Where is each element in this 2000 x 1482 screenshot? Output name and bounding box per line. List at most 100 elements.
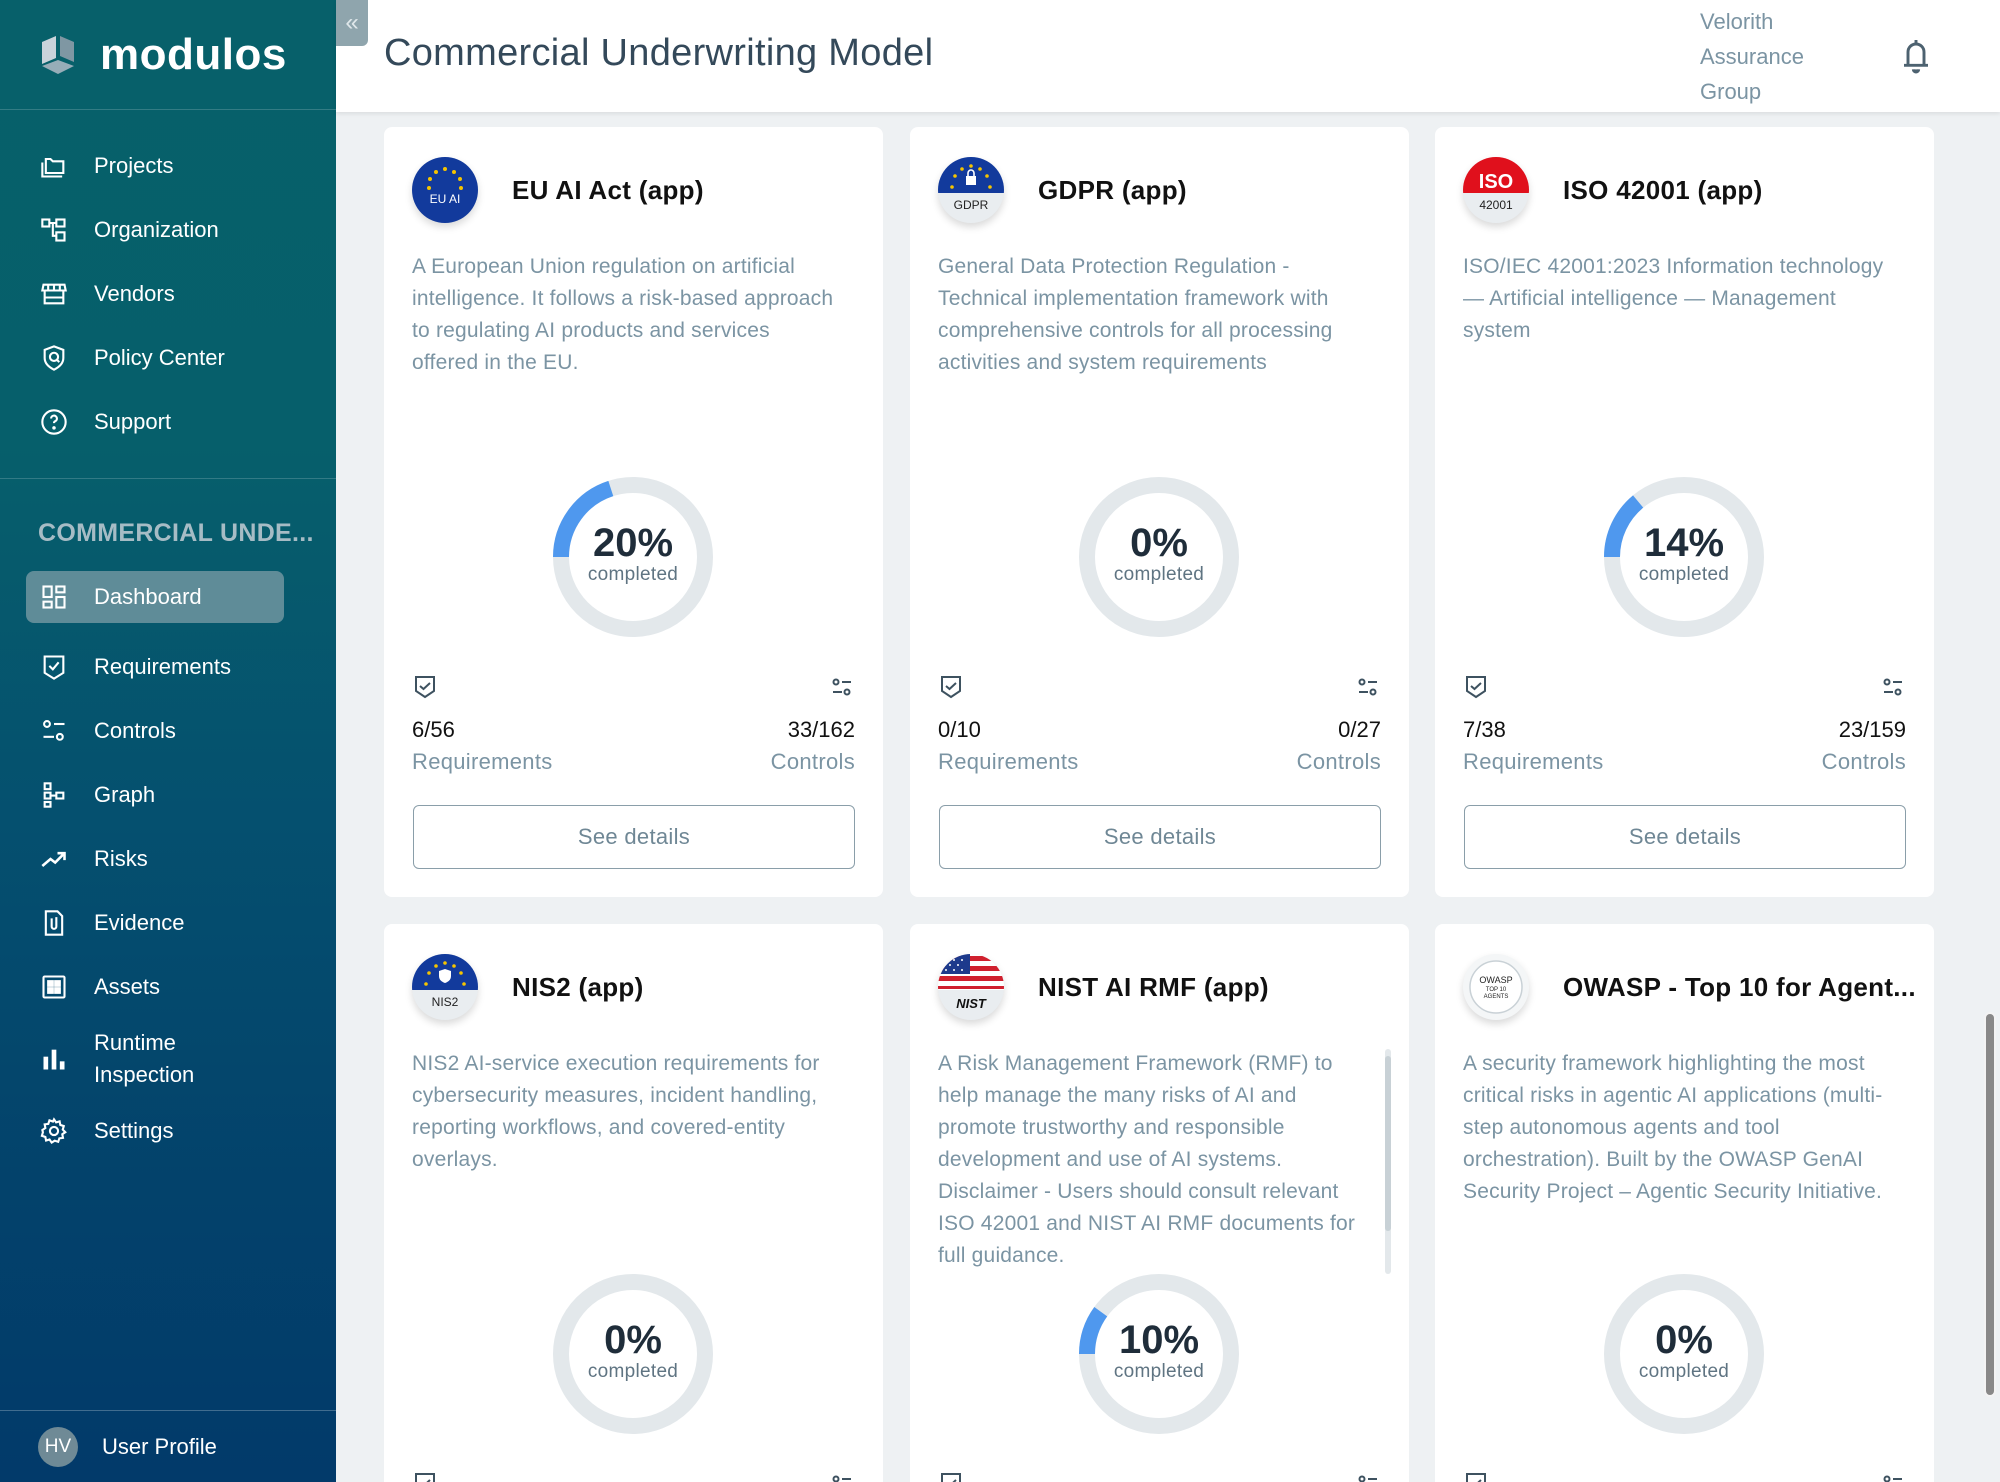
framework-description: General Data Protection Regulation - Tec… <box>938 255 1333 374</box>
organization-name[interactable]: Velorith Assurance Group <box>1700 9 1804 104</box>
shield-check-icon <box>415 1473 435 1482</box>
sidebar-item-controls[interactable]: Controls <box>0 699 336 763</box>
framework-description: A European Union regulation on artificia… <box>412 255 834 374</box>
sidebar-item-evidence[interactable]: Evidence <box>0 891 336 955</box>
sidebar-item-label: Projects <box>94 153 174 178</box>
svg-text:EU AI: EU AI <box>430 192 461 206</box>
see-details-button[interactable]: See details <box>939 805 1381 869</box>
framework-grid: EU AI EU AI Act (app) A European Union r… <box>336 112 1984 1482</box>
avatar: HV <box>38 1426 78 1467</box>
project-section-label: COMMERCIAL UNDE... <box>38 519 314 547</box>
controls-label: Controls <box>1296 749 1381 774</box>
progress-donut: 0% completed <box>1604 1274 1764 1434</box>
sidebar-item-organization[interactable]: Organization <box>0 198 336 262</box>
framework-card-nis2: NIS2 NIS2 (app) NIS2 AI-service executio… <box>384 924 883 1482</box>
controls-icon <box>832 1475 851 1482</box>
sidebar-item-runtime-inspection[interactable]: Runtime Inspection <box>0 1019 336 1099</box>
controls-label: Controls <box>1821 749 1906 774</box>
sidebar-item-label: Organization <box>94 217 219 242</box>
sidebar-item-label: Runtime Inspection <box>94 1030 195 1087</box>
requirements-count: 7/38 <box>1463 717 1506 742</box>
see-details-button[interactable]: See details <box>1464 805 1906 869</box>
shield-check-icon <box>941 676 961 699</box>
requirements-label: Requirements <box>1463 749 1604 774</box>
dashboard-icon <box>38 581 70 613</box>
requirements-label: Requirements <box>938 749 1079 774</box>
page-scrollbar[interactable] <box>1984 1012 1996 1397</box>
sidebar-item-graph[interactable]: Graph <box>0 763 336 827</box>
progress-percent: 0% <box>1655 1318 1713 1362</box>
controls-count: 23/159 <box>1838 717 1906 742</box>
project-nav: Dashboard Requirements Controls Graph <box>0 571 336 1163</box>
trending-up-icon <box>38 843 70 875</box>
shield-check-icon <box>38 651 70 683</box>
progress-donut: 10% completed <box>1079 1274 1239 1434</box>
framework-title: ISO 42001 (app) <box>1563 174 1763 205</box>
svg-text:AGENTS: AGENTS <box>1484 994 1509 1000</box>
sidebar-item-label: Controls <box>94 718 176 743</box>
svg-text:42001: 42001 <box>1479 198 1513 212</box>
controls-icon <box>832 678 851 696</box>
sidebar-item-policy-center[interactable]: Policy Center <box>0 326 336 390</box>
storefront-icon <box>38 278 70 310</box>
framework-card-eu-ai-act: EU AI EU AI Act (app) A European Union r… <box>384 127 883 897</box>
gear-icon <box>38 1115 70 1147</box>
framework-title: EU AI Act (app) <box>512 174 704 205</box>
shield-search-icon <box>38 342 70 374</box>
sidebar-item-label: Assets <box>94 974 161 999</box>
bell-icon[interactable] <box>1900 36 1932 76</box>
svg-text:NIST: NIST <box>956 996 987 1011</box>
progress-percent: 10% <box>1118 1318 1200 1362</box>
progress-label: completed <box>1638 564 1730 585</box>
description-scrollbar[interactable] <box>1385 1049 1391 1274</box>
file-clip-icon <box>38 907 70 939</box>
controls-icon <box>1883 1475 1902 1482</box>
see-details-button[interactable]: See details <box>413 805 855 869</box>
svg-text:OWASP: OWASP <box>1479 975 1512 985</box>
progress-donut: 0% completed <box>1079 477 1239 637</box>
svg-text:NIS2: NIS2 <box>432 995 459 1009</box>
sidebar-divider <box>0 478 336 479</box>
sidebar-item-assets[interactable]: Assets <box>0 955 336 1019</box>
progress-percent: 0% <box>1130 521 1188 565</box>
sidebar-item-label: Evidence <box>94 910 185 935</box>
help-circle-icon <box>38 406 70 438</box>
page-title: Commercial Underwriting Model <box>384 32 934 74</box>
controls-count: 33/162 <box>787 717 855 742</box>
progress-label: completed <box>587 564 679 585</box>
sidebar-item-vendors[interactable]: Vendors <box>0 262 336 326</box>
grid-box-icon <box>38 971 70 1003</box>
progress-donut: 20% completed <box>553 477 713 637</box>
brand[interactable]: modulos <box>0 0 336 110</box>
sidebar-item-label: Settings <box>94 1118 174 1143</box>
chevrons-left-icon: « <box>345 9 359 36</box>
sidebar-item-label: Graph <box>94 782 156 807</box>
eu-ai-badge-icon: EU AI <box>412 157 478 223</box>
sidebar-item-dashboard[interactable]: Dashboard <box>26 571 284 623</box>
nis2-badge-icon: NIS2 <box>412 954 478 1020</box>
sidebar: modulos Projects Organization Vendors <box>0 0 336 1482</box>
progress-label: completed <box>1638 1361 1730 1382</box>
framework-card-gdpr: GDPR GDPR (app) General Data Protection … <box>910 127 1409 897</box>
sidebar-item-label: Vendors <box>94 281 175 306</box>
framework-card-iso-42001: ISO 42001 ISO 42001 (app) ISO/IEC 42001:… <box>1435 127 1934 897</box>
svg-text:GDPR: GDPR <box>954 198 989 212</box>
bar-chart-icon <box>38 1043 70 1075</box>
framework-title: NIST AI RMF (app) <box>1038 971 1269 1002</box>
sidebar-item-settings[interactable]: Settings <box>0 1099 336 1163</box>
sidebar-item-requirements[interactable]: Requirements <box>0 635 336 699</box>
sidebar-item-support[interactable]: Support <box>0 390 336 454</box>
scrollbar-thumb[interactable] <box>1385 1056 1391 1231</box>
user-profile[interactable]: HV User Profile <box>0 1410 336 1482</box>
controls-icon <box>1883 678 1902 696</box>
nist-badge-icon: NIST <box>938 954 1004 1020</box>
sidebar-item-projects[interactable]: Projects <box>0 134 336 198</box>
controls-label: Controls <box>770 749 855 774</box>
shield-check-icon <box>941 1473 961 1482</box>
svg-text:ISO: ISO <box>1479 171 1513 193</box>
collapse-sidebar-button[interactable]: « <box>336 0 368 46</box>
controls-icon <box>1358 678 1377 696</box>
sidebar-item-risks[interactable]: Risks <box>0 827 336 891</box>
user-profile-label: User Profile <box>102 1433 217 1459</box>
